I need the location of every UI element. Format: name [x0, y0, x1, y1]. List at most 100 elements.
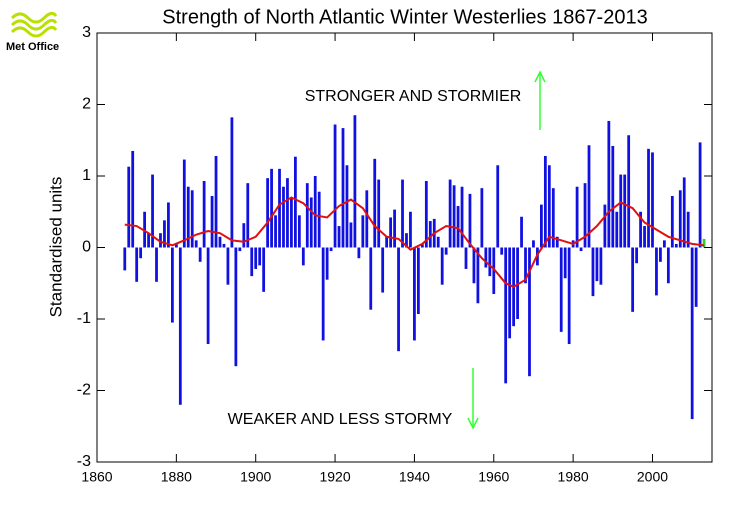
bar [238, 247, 242, 252]
bar [389, 217, 393, 248]
bar [690, 247, 694, 420]
bar [547, 165, 551, 248]
bar [504, 247, 508, 384]
bar [250, 247, 254, 277]
bar [643, 226, 646, 248]
bar [659, 247, 662, 262]
bar [301, 247, 305, 266]
bar [401, 179, 404, 248]
bar [611, 145, 615, 248]
bar [583, 183, 587, 248]
bar [405, 233, 408, 248]
y-tick-label: 2 [82, 96, 91, 113]
bar [345, 165, 349, 248]
bar [170, 247, 174, 323]
bar [508, 247, 512, 339]
bar [555, 236, 559, 248]
bar [202, 181, 206, 248]
bar [532, 240, 535, 248]
bar [266, 178, 270, 248]
bar [341, 128, 345, 248]
bar [297, 215, 301, 248]
bar [480, 188, 484, 248]
bar [428, 221, 432, 248]
y-tick-label: 1 [82, 167, 91, 184]
bar [631, 247, 635, 312]
bar [520, 216, 523, 248]
bar [627, 135, 631, 248]
bar [448, 179, 452, 248]
bar [619, 174, 623, 248]
bar [539, 204, 543, 248]
bar [682, 177, 686, 248]
bar [587, 145, 591, 248]
bar [361, 215, 365, 248]
bar [377, 179, 381, 248]
bar [599, 247, 603, 285]
bar [226, 247, 230, 285]
y-axis-label: Standardised units [46, 177, 65, 318]
bar [528, 247, 531, 377]
logo-text: Met Office [6, 41, 59, 53]
bar [139, 247, 143, 259]
bar [258, 247, 262, 266]
bar [591, 247, 595, 297]
bar [357, 247, 361, 259]
bar [484, 247, 488, 268]
bar [222, 243, 226, 248]
bar [290, 197, 293, 248]
bar [178, 247, 182, 405]
x-tick-label: 1920 [319, 469, 350, 485]
arrow-head [534, 70, 546, 83]
bar [163, 220, 166, 248]
bar [500, 247, 504, 255]
bar [666, 247, 670, 284]
bar [242, 223, 246, 248]
bar [305, 183, 309, 248]
arrows [467, 70, 546, 430]
bar [127, 166, 131, 248]
bar [670, 196, 674, 248]
bar [313, 176, 317, 248]
bar [623, 174, 627, 248]
x-tick-label: 1960 [478, 469, 509, 485]
bar [420, 243, 424, 248]
bar [694, 247, 698, 307]
logo: Met Office [6, 11, 59, 53]
bar [333, 124, 337, 248]
x-tick-label: 1980 [558, 469, 589, 485]
annotation: STRONGER AND STORMIER [305, 88, 522, 105]
bar [409, 211, 412, 248]
bar [381, 247, 385, 293]
y-tick-label: -2 [77, 382, 91, 399]
bar [496, 165, 500, 248]
bar [607, 120, 611, 248]
bar [167, 202, 170, 248]
bar [143, 211, 147, 248]
bar [603, 204, 607, 248]
bar [397, 247, 400, 352]
x-tick-label: 1940 [399, 469, 430, 485]
y-tick-label: 3 [82, 24, 91, 41]
bar [198, 247, 202, 262]
bar [595, 247, 599, 282]
bar [655, 247, 658, 296]
bar [385, 236, 389, 248]
bar [647, 148, 650, 248]
chart-title: Strength of North Atlantic Winter Wester… [162, 6, 647, 28]
bar [182, 159, 186, 248]
bar [440, 247, 444, 285]
bar [214, 155, 218, 248]
bar [234, 247, 238, 367]
x-tick-label: 1860 [81, 469, 112, 485]
bar [206, 247, 210, 345]
logo-wave [10, 11, 58, 24]
logo-wave [10, 18, 58, 31]
bar [353, 115, 357, 248]
bar [151, 174, 154, 248]
bar [329, 247, 333, 252]
bar [147, 233, 150, 248]
bar [174, 243, 178, 248]
bar [436, 236, 440, 248]
